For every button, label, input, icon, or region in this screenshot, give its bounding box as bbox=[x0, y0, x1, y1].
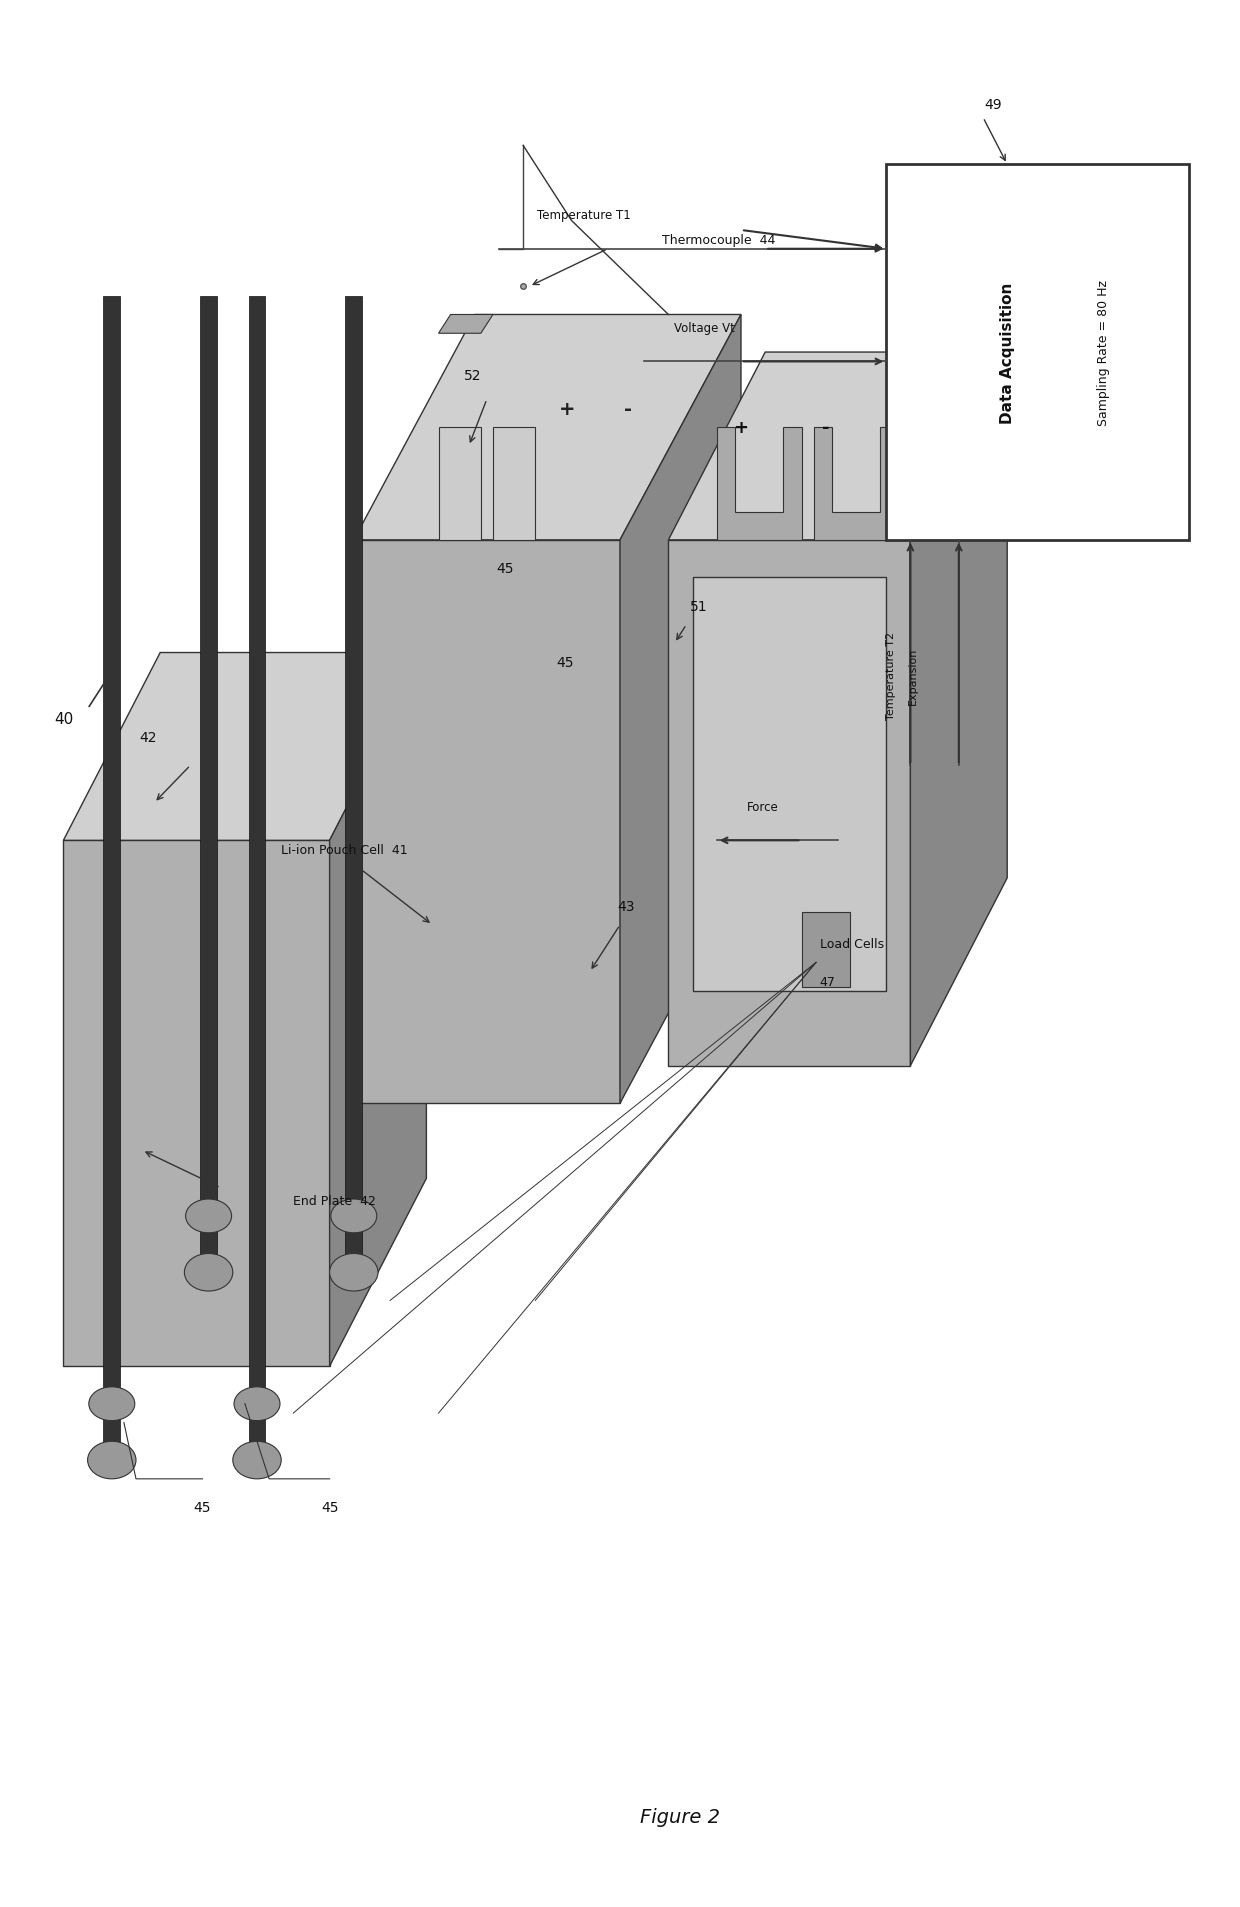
Text: 45: 45 bbox=[193, 1501, 211, 1514]
Polygon shape bbox=[330, 654, 427, 1367]
Polygon shape bbox=[353, 540, 620, 1104]
Text: +: + bbox=[559, 400, 575, 420]
Polygon shape bbox=[801, 912, 849, 988]
Text: Expansion: Expansion bbox=[908, 646, 918, 704]
Polygon shape bbox=[345, 297, 362, 1272]
Ellipse shape bbox=[233, 1442, 281, 1480]
Ellipse shape bbox=[330, 1253, 378, 1291]
FancyBboxPatch shape bbox=[887, 166, 1189, 540]
Polygon shape bbox=[620, 315, 742, 1104]
Polygon shape bbox=[439, 315, 494, 334]
Text: -: - bbox=[624, 400, 631, 420]
Text: 52: 52 bbox=[464, 368, 481, 383]
Text: 45: 45 bbox=[496, 563, 513, 576]
Polygon shape bbox=[910, 353, 1007, 1066]
Text: Sampling Rate = 80 Hz: Sampling Rate = 80 Hz bbox=[1097, 280, 1111, 425]
Text: 45: 45 bbox=[321, 1501, 339, 1514]
Text: Li-ion Pouch Cell  41: Li-ion Pouch Cell 41 bbox=[281, 843, 408, 856]
Polygon shape bbox=[248, 297, 265, 1461]
Ellipse shape bbox=[234, 1386, 280, 1421]
Polygon shape bbox=[63, 841, 330, 1367]
Text: -: - bbox=[822, 420, 830, 437]
Text: Figure 2: Figure 2 bbox=[641, 1808, 720, 1827]
Text: 45: 45 bbox=[557, 656, 574, 669]
Text: +: + bbox=[734, 420, 749, 437]
Text: 47: 47 bbox=[820, 974, 836, 988]
Polygon shape bbox=[813, 427, 898, 540]
Text: Data Acquisition: Data Acquisition bbox=[999, 282, 1014, 423]
Polygon shape bbox=[103, 297, 120, 1461]
Polygon shape bbox=[494, 427, 536, 540]
Polygon shape bbox=[63, 654, 427, 841]
Ellipse shape bbox=[89, 1386, 135, 1421]
Text: 40: 40 bbox=[53, 711, 73, 727]
Ellipse shape bbox=[186, 1200, 232, 1234]
Polygon shape bbox=[353, 315, 742, 540]
Polygon shape bbox=[200, 297, 217, 1272]
Text: 43: 43 bbox=[618, 900, 635, 913]
Polygon shape bbox=[668, 353, 1007, 540]
Text: Temperature T1: Temperature T1 bbox=[537, 210, 631, 223]
Text: Force: Force bbox=[746, 801, 779, 814]
Polygon shape bbox=[668, 540, 910, 1066]
Polygon shape bbox=[717, 427, 801, 540]
Polygon shape bbox=[693, 578, 887, 992]
Text: Voltage Vt: Voltage Vt bbox=[675, 322, 735, 336]
Text: Temperature T2: Temperature T2 bbox=[887, 631, 897, 719]
Text: Thermocouple  44: Thermocouple 44 bbox=[662, 235, 776, 246]
Polygon shape bbox=[439, 427, 481, 540]
Ellipse shape bbox=[331, 1200, 377, 1234]
Text: Load Cells: Load Cells bbox=[820, 938, 884, 950]
Text: End Plate  42: End Plate 42 bbox=[294, 1196, 376, 1207]
Text: 42: 42 bbox=[139, 730, 156, 744]
Ellipse shape bbox=[185, 1253, 233, 1291]
Text: 49: 49 bbox=[983, 97, 1002, 113]
Text: 51: 51 bbox=[689, 599, 708, 614]
Ellipse shape bbox=[88, 1442, 136, 1480]
